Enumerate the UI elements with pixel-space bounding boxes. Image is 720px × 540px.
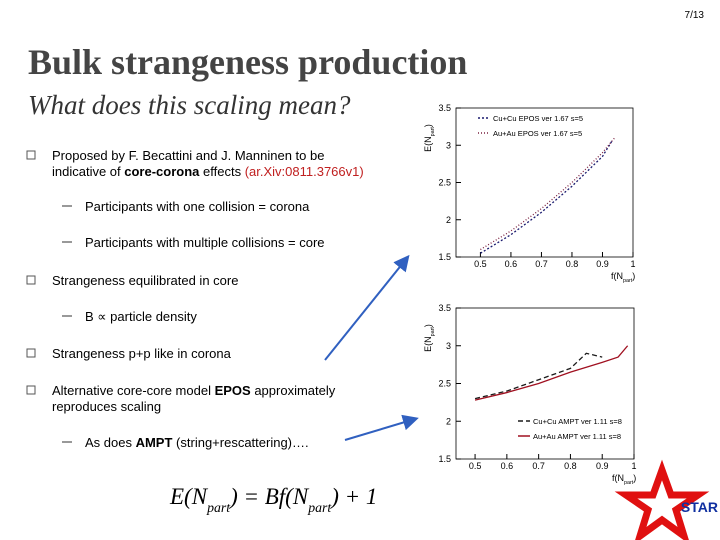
- bullet-text: Proposed by F. Becattini and J. Manninen…: [52, 148, 324, 163]
- text-run: approximately: [251, 383, 336, 398]
- x-tick-label: 0.9: [596, 259, 609, 269]
- page-number: 7/13: [685, 10, 705, 21]
- arrow: [344, 414, 419, 441]
- series-line: [480, 137, 616, 251]
- x-tick-label: 0.6: [505, 259, 518, 269]
- text-run: Participants with multiple collisions = …: [85, 235, 325, 250]
- x-tick-label: 0.9: [596, 461, 609, 471]
- text-run: ) = Bf(N: [228, 484, 310, 509]
- x-tick-label: 1: [630, 259, 635, 269]
- logo-text: STAR: [681, 499, 718, 515]
- text-run: f(N: [611, 271, 623, 281]
- legend-label: Au+Au EPOS ver 1.67 s=5: [493, 129, 582, 138]
- bullet-text: Strangeness p+p like in corona: [52, 346, 232, 361]
- text-run: part: [307, 500, 332, 515]
- text-run: B ∝ particle density: [85, 309, 197, 324]
- series-line: [480, 141, 613, 254]
- text-run: EPOS: [215, 383, 251, 398]
- text-run: part: [430, 127, 436, 137]
- legend-label: Cu+Cu EPOS ver 1.67 s=5: [493, 114, 583, 123]
- y-tick-label: 2.5: [438, 178, 451, 188]
- y-axis-label: E(Npart): [423, 324, 436, 352]
- y-tick-label: 3: [446, 341, 451, 351]
- y-tick-label: 2: [446, 416, 451, 426]
- text-run: (string+rescattering)….: [172, 435, 308, 450]
- text-run: E(N: [169, 484, 209, 509]
- series-line: [474, 345, 629, 401]
- x-axis-label: f(Npart): [612, 473, 636, 486]
- x-tick-label: 1: [631, 461, 636, 471]
- arrow: [324, 254, 410, 361]
- text-run: part: [206, 500, 231, 515]
- text-run: ): [423, 324, 433, 327]
- text-run: ): [632, 271, 635, 281]
- text-run: Alternative core-core model: [52, 383, 215, 398]
- y-tick-label: 1.5: [438, 454, 451, 464]
- slide-title: Bulk strangeness production: [28, 42, 467, 82]
- text-run: ): [633, 473, 636, 483]
- text-run: As does: [85, 435, 136, 450]
- bullet-text: Strangeness equilibrated in core: [52, 273, 238, 288]
- text-run: ) + 1: [329, 484, 377, 509]
- y-tick-label: 2: [446, 215, 451, 225]
- formula: E(Npart) = Bf(Npart) + 1: [169, 484, 377, 515]
- legend-label: Au+Au AMPT ver 1.11 s=8: [533, 432, 621, 441]
- y-tick-label: 1.5: [438, 252, 451, 262]
- text-run: Strangeness p+p like in corona: [52, 346, 232, 361]
- x-tick-label: 0.5: [469, 461, 482, 471]
- text-run: E(N: [423, 336, 433, 352]
- x-tick-label: 0.7: [535, 259, 548, 269]
- text-run: part: [623, 278, 633, 284]
- text-run: indicative of: [52, 164, 124, 179]
- text-run: effects: [199, 164, 244, 179]
- series-line: [474, 352, 603, 400]
- bullet-text: reproduces scaling: [52, 399, 161, 414]
- bullet-text: Alternative core-core model EPOS approxi…: [52, 383, 336, 398]
- y-tick-label: 3: [446, 140, 451, 150]
- text-run: part: [430, 327, 436, 337]
- slide-subtitle: What does this scaling mean?: [28, 90, 351, 120]
- x-tick-label: 0.6: [501, 461, 514, 471]
- text-run: Strangeness equilibrated in core: [52, 273, 238, 288]
- bullet-marker: [26, 275, 36, 285]
- x-tick-label: 0.8: [566, 259, 579, 269]
- y-tick-label: 3.5: [438, 103, 451, 113]
- bullet-marker: [26, 385, 36, 395]
- bullet-text: B ∝ particle density: [85, 309, 197, 324]
- text-run: (ar.Xiv:0811.3766v1): [245, 164, 364, 179]
- legend-label: Cu+Cu AMPT ver 1.11 s=8: [533, 417, 622, 426]
- bullet-text: indicative of core-corona effects (ar.Xi…: [52, 164, 364, 179]
- text-run: Proposed by F. Becattini and J. Manninen…: [52, 148, 324, 163]
- y-tick-label: 2.5: [438, 379, 451, 389]
- x-tick-label: 0.8: [564, 461, 577, 471]
- x-tick-label: 0.5: [474, 259, 487, 269]
- text-run: reproduces scaling: [52, 399, 161, 414]
- bullet-marker: [26, 348, 36, 358]
- x-tick-label: 0.7: [532, 461, 545, 471]
- y-axis-label: E(Npart): [423, 124, 436, 152]
- y-tick-label: 3.5: [438, 303, 451, 313]
- bullet-text: Participants with multiple collisions = …: [85, 235, 325, 250]
- text-run: E(N: [423, 136, 433, 152]
- star-logo: [614, 459, 710, 540]
- bullet-marker: [26, 150, 36, 160]
- text-run: part: [624, 480, 634, 486]
- text-run: core-corona: [124, 164, 200, 179]
- bullet-text: Participants with one collision = corona: [85, 199, 310, 214]
- text-run: Participants with one collision = corona: [85, 199, 310, 214]
- bullet-text: As does AMPT (string+rescattering)….: [85, 435, 309, 450]
- text-run: ): [423, 124, 433, 127]
- text-run: f(N: [612, 473, 624, 483]
- x-axis-label: f(Npart): [611, 271, 635, 284]
- text-run: AMPT: [136, 435, 173, 450]
